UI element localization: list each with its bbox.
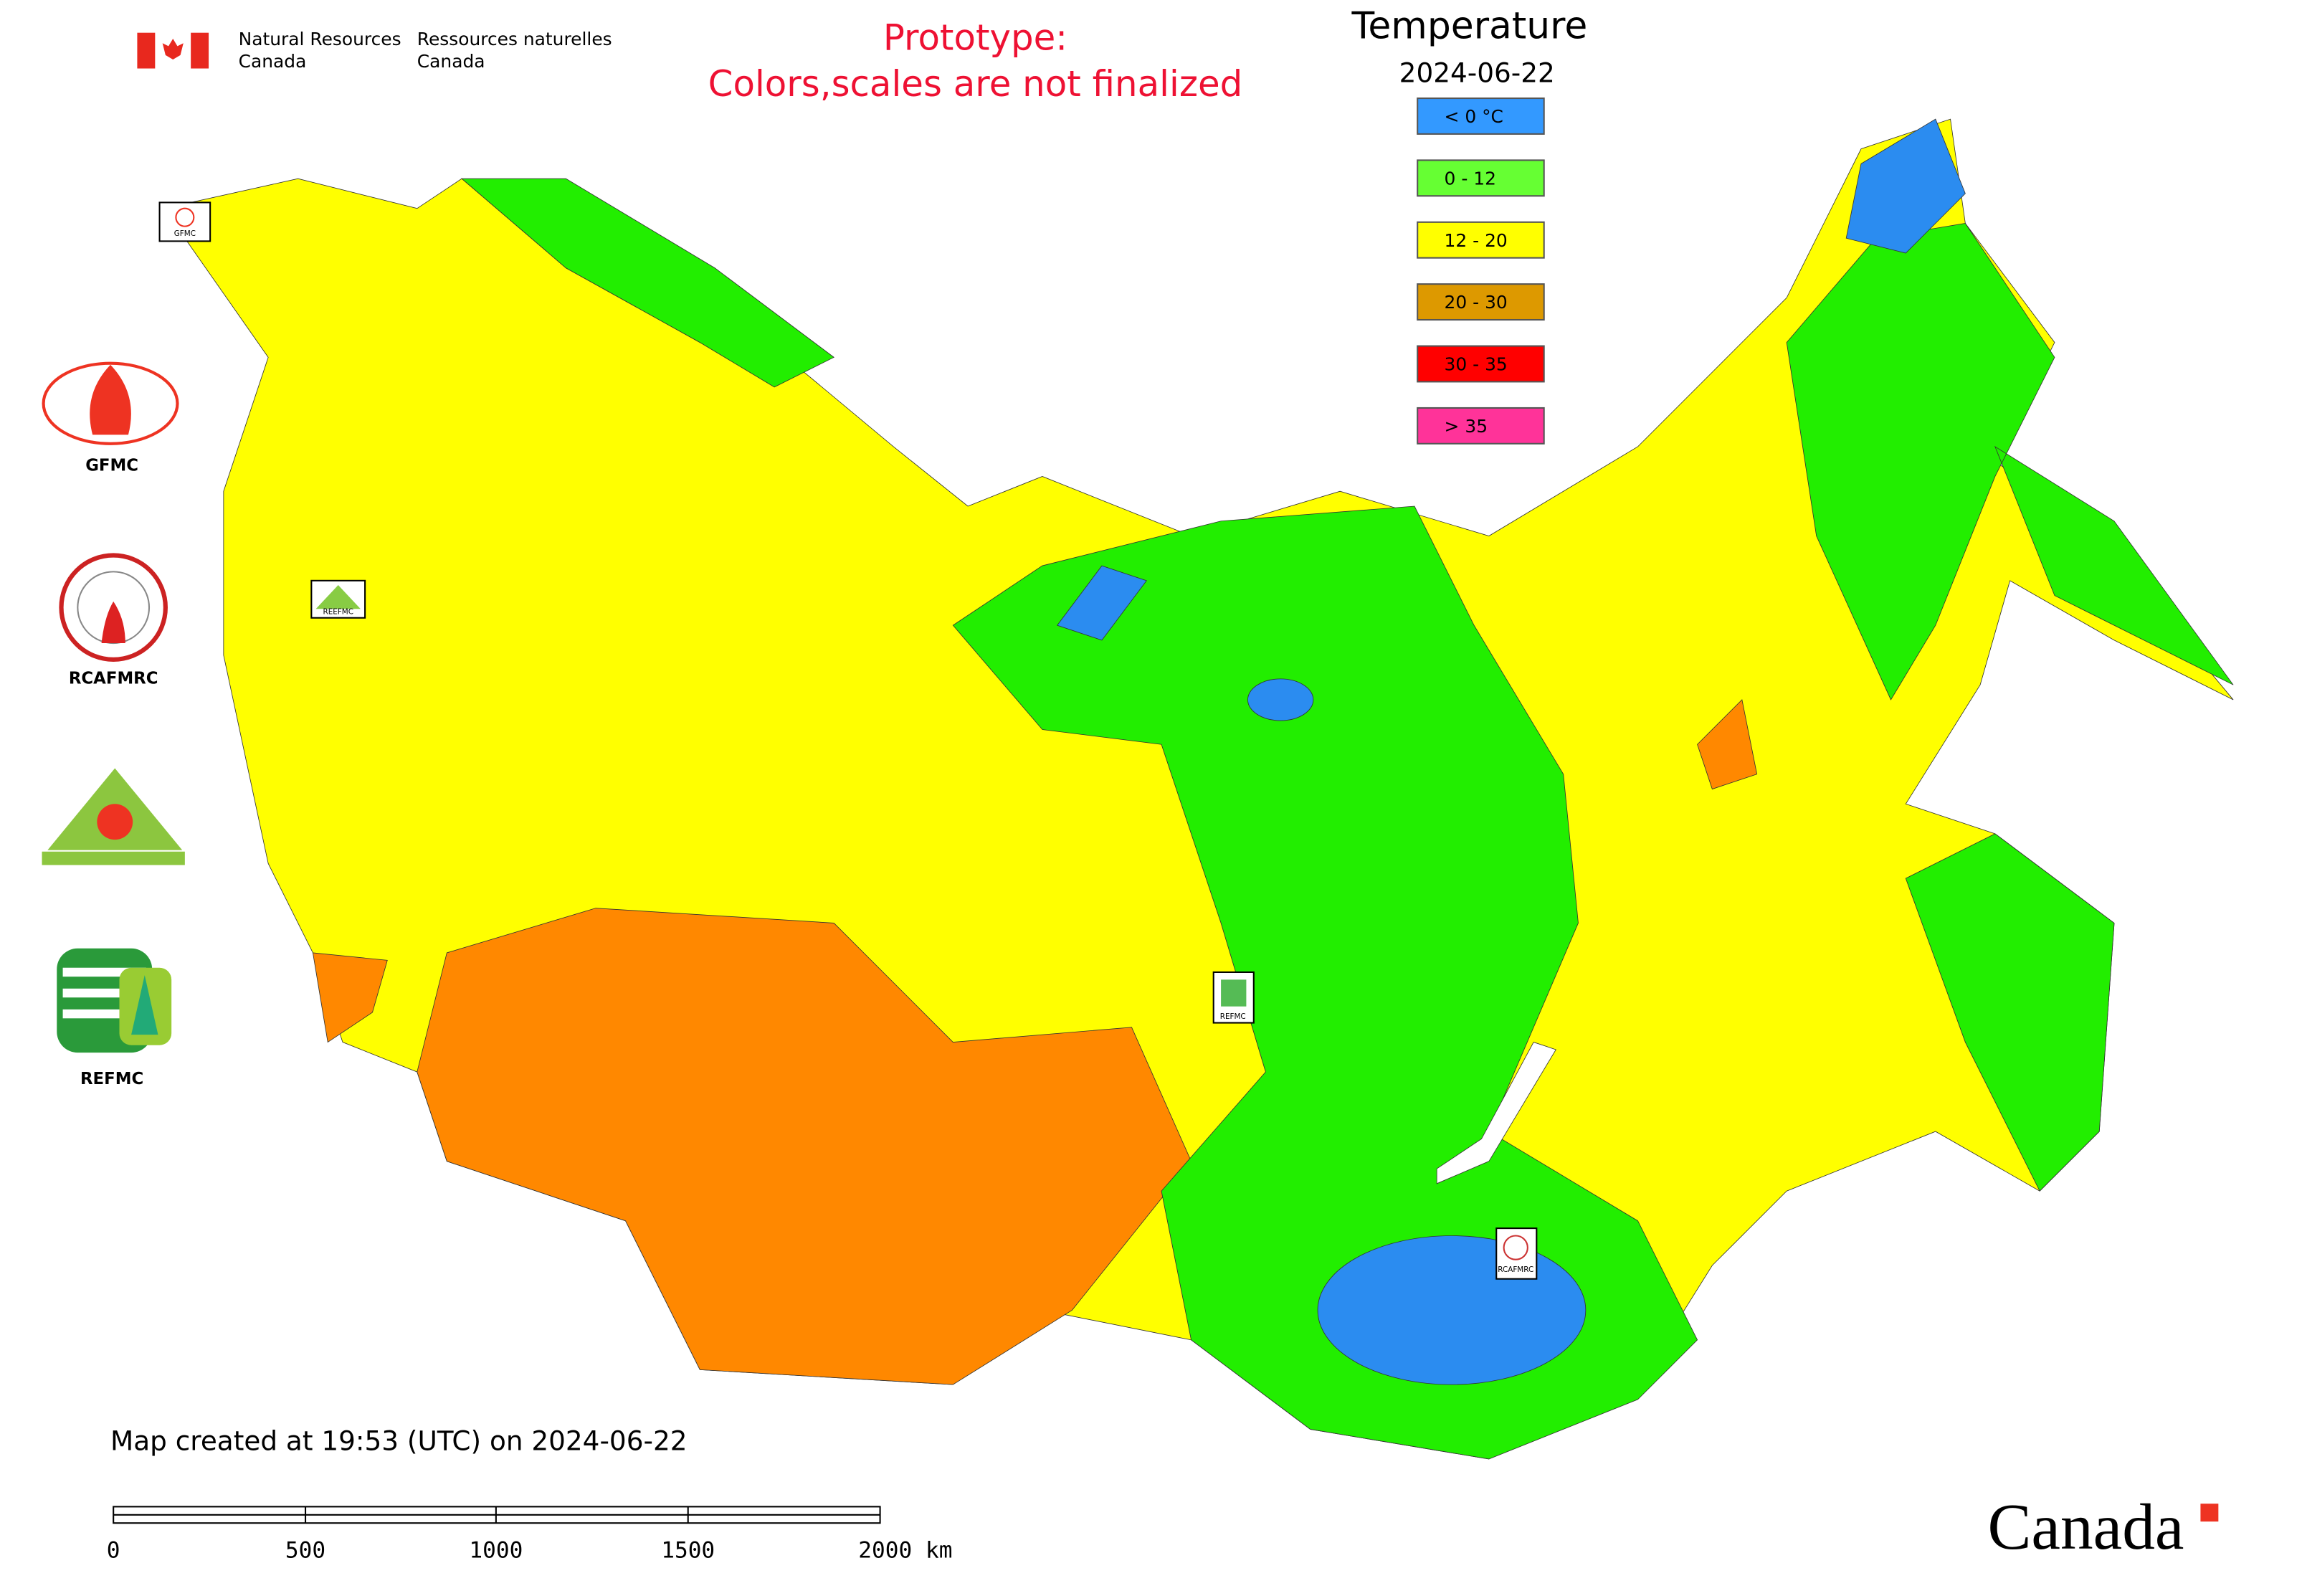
scale-label: 2000 km [858,1538,952,1564]
legend-label: 20 - 30 [1445,292,1508,313]
logo-gfmc [42,361,179,445]
legend-swatch [1417,407,1545,445]
scale-label: 500 [285,1538,325,1564]
legend-label: > 35 [1445,416,1488,437]
canada-wordmark: Canada [1987,1491,2184,1563]
scale-label: 1000 [469,1538,523,1564]
legend-label: 0 - 12 [1445,168,1496,189]
logo-label: GFMC [85,456,138,475]
legend-swatch [1417,345,1545,383]
lake-baikal [1436,1042,1556,1184]
legend-label: < 0 °C [1445,106,1503,127]
canada-flag [137,32,209,69]
footer-note: Map created at 19:53 (UTC) on 2024-06-22 [110,1425,687,1457]
dept-fr: Ressources naturelles [417,29,612,49]
legend-label: 30 - 35 [1445,354,1508,375]
dept-fr: Canada [417,51,485,72]
logo-reefmc [39,768,191,867]
logo-label: RCAFMRC [69,669,158,688]
region-0-12 [952,505,1698,1460]
region-20-30 [417,908,1192,1385]
notice: Prototype: [883,17,1067,59]
scale-bar [113,1506,881,1524]
region-below-0 [1057,118,1966,641]
wordmark-flag [2200,1504,2219,1522]
scale-label: 1500 [661,1538,715,1564]
map-markers: GFMC REEFMC REFMC RCAFMRC [158,201,1538,1280]
legend-swatch [1417,98,1545,135]
region-0-12 [460,178,2234,1192]
notice: Colors,scales are not finalized [708,63,1243,105]
temperature-map [163,118,2234,1460]
logo-refmc [57,948,172,1053]
region-20-30 [312,699,1758,1043]
legend-date: 2024-06-22 [1399,57,1555,88]
dept-en: Natural Resources [239,29,401,49]
logo-rcafmrc [59,553,168,662]
legend-swatch [1417,283,1545,321]
scale-label: 0 [107,1538,120,1564]
logo-label: REFMC [80,1070,143,1088]
region-below-0 [1247,678,1314,721]
marker-label: RCAFMRC [1498,1265,1533,1274]
dept-en: Canada [239,51,307,72]
legend-swatch [1417,221,1545,259]
region-below-0 [1317,1235,1587,1385]
legend-title: Temperature [1351,4,1587,47]
legend: < 0 °C 0 - 12 12 - 20 20 - 30 30 - 35 > 35 [1417,98,1545,445]
legend-label: 12 - 20 [1445,230,1508,251]
legend-swatch [1417,159,1545,197]
marker-label: REFMC [1220,1012,1246,1021]
marker-label: GFMC [174,229,196,238]
marker-label: REEFMC [323,607,353,616]
